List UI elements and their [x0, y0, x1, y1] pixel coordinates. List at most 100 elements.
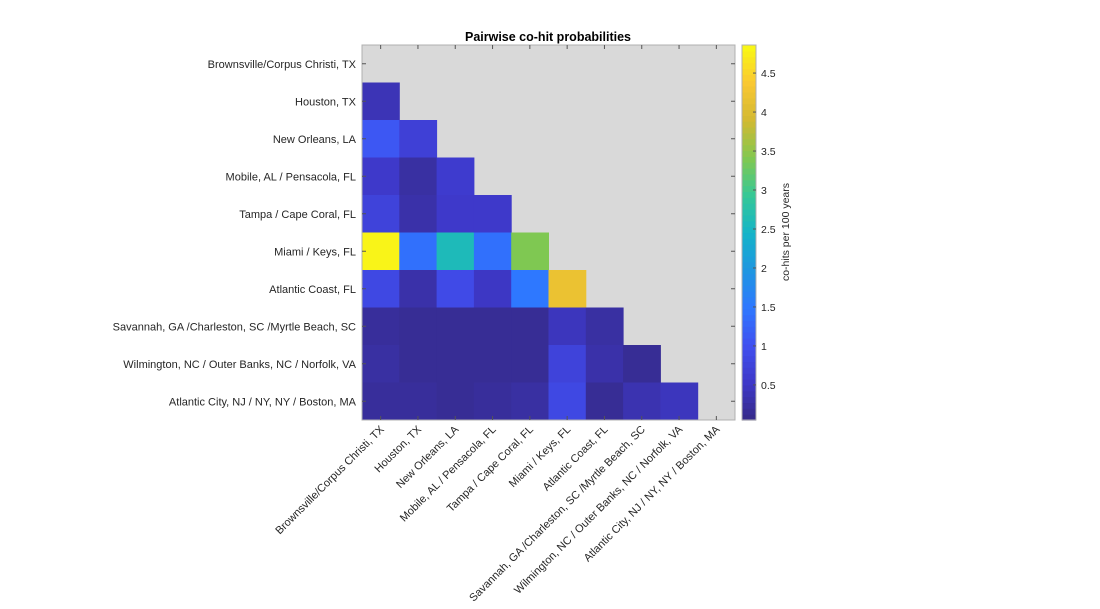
- colorbar-segment: [742, 390, 756, 398]
- heatmap-cell: [548, 270, 587, 308]
- colorbar-segment: [742, 173, 756, 181]
- heatmap-cell: [362, 270, 400, 308]
- colorbar-segment: [742, 121, 756, 128]
- colorbar-segment: [742, 127, 756, 134]
- heatmap-cell: [548, 382, 587, 421]
- colorbar-segment: [742, 261, 756, 269]
- colorbar-segment: [742, 50, 756, 58]
- heatmap-cell: [436, 307, 475, 346]
- chart-title: Pairwise co-hit probabilities: [465, 30, 631, 44]
- colorbar-segment: [742, 384, 756, 392]
- x-tick-label: Savannah, GA /Charleston, SC /Myrtle Bea…: [467, 424, 648, 605]
- y-tick-label: New Orleans, LA: [273, 134, 357, 146]
- colorbar-segment: [742, 238, 756, 245]
- heatmap-cell: [473, 345, 512, 383]
- x-tick-label: Atlantic City, NJ / NY, NY / Boston, MA: [582, 423, 723, 564]
- colorbar-segment: [742, 255, 756, 263]
- colorbar-tick-label: 2: [761, 263, 767, 275]
- heatmap-cell: [362, 345, 400, 383]
- colorbar-segment: [742, 361, 756, 368]
- colorbar-segment: [742, 285, 756, 292]
- colorbar-segment: [742, 244, 756, 251]
- colorbar-segment: [742, 214, 756, 222]
- heatmap-cell: [473, 232, 512, 271]
- heatmap-cell: [473, 270, 512, 308]
- axes-box: [361, 44, 736, 421]
- colorbar-segment: [742, 68, 756, 75]
- colorbar-segment: [742, 109, 756, 116]
- x-tick-label: Atlantic Coast, FL: [541, 424, 611, 494]
- heatmap-cell: [436, 345, 475, 383]
- heatmap-cell: [399, 157, 438, 196]
- colorbar-segment: [742, 74, 756, 81]
- colorbar-segment: [742, 209, 756, 216]
- colorbar-tick-label: 3.5: [761, 146, 776, 158]
- y-tick-label: Atlantic City, NJ / NY, NY / Boston, MA: [169, 396, 357, 408]
- colorbar-segment: [742, 250, 756, 257]
- heatmap-cell: [399, 382, 438, 421]
- heatmap-cell: [399, 345, 438, 383]
- colorbar-tick-label: 4.5: [761, 68, 776, 80]
- heatmap-cell: [399, 120, 438, 158]
- colorbar-segment: [742, 179, 756, 187]
- x-tick-label: New Orleans, LA: [394, 423, 462, 491]
- colorbar-segment: [742, 103, 756, 111]
- heatmap-cell: [511, 232, 549, 271]
- heatmap-cell: [585, 307, 624, 346]
- heatmap-cell: [473, 307, 512, 346]
- y-tick-label: Houston, TX: [295, 96, 357, 108]
- colorbar-segment: [742, 197, 756, 204]
- colorbar-segment: [742, 408, 756, 415]
- y-tick-label: Brownsville/Corpus Christi, TX: [208, 59, 357, 71]
- colorbar-segment: [742, 337, 756, 345]
- heatmap-cell: [436, 270, 475, 308]
- heatmap-cell: [399, 232, 438, 271]
- heatmap-cell: [585, 382, 624, 421]
- heatmap-cell: [548, 307, 587, 346]
- heatmap-cell: [623, 345, 661, 383]
- colorbar-segment: [742, 296, 756, 304]
- colorbar-segment: [742, 308, 756, 316]
- colorbar-segment: [742, 144, 756, 152]
- colorbar-segment: [742, 378, 756, 386]
- colorbar-segment: [742, 132, 756, 140]
- colorbar-segment: [742, 45, 756, 52]
- x-tick-label: Brownsville/Corpus Christi, TX: [273, 423, 387, 537]
- colorbar-tick-label: 1: [761, 341, 767, 353]
- colorbar-segment: [742, 279, 756, 286]
- heatmap-cell: [436, 232, 475, 271]
- colorbar-tick-label: 4: [761, 107, 767, 119]
- colorbar-frame: [741, 44, 757, 421]
- colorbar-segment: [742, 414, 756, 421]
- heatmap-cell: [362, 157, 400, 196]
- heatmap-cell: [399, 307, 438, 346]
- colorbar-label: co-hits per 100 years: [780, 183, 792, 281]
- heatmap-cell: [362, 232, 400, 271]
- colorbar-segment: [742, 185, 756, 193]
- y-tick-label: Atlantic Coast, FL: [269, 284, 356, 296]
- colorbar-segment: [742, 162, 756, 169]
- colorbar-segment: [742, 326, 756, 333]
- colorbar-segment: [742, 156, 756, 163]
- heatmap-cell: [362, 195, 400, 233]
- heatmap-cell: [362, 82, 400, 121]
- heatmap-cell: [660, 382, 699, 421]
- colorbar-tick-label: 2.5: [761, 224, 776, 236]
- colorbar-segment: [742, 349, 756, 357]
- colorbar-segment: [742, 191, 756, 198]
- colorbar-segment: [742, 150, 756, 157]
- heatmap-cell: [436, 382, 475, 421]
- colorbar-segment: [742, 91, 756, 99]
- colorbar-segment: [742, 115, 756, 122]
- colorbar-segment: [742, 373, 756, 380]
- colorbar-tick-label: 1.5: [761, 302, 776, 314]
- y-tick-label: Mobile, AL / Pensacola, FL: [226, 171, 356, 183]
- heatmap-cell: [399, 270, 438, 308]
- y-tick-label: Miami / Keys, FL: [274, 246, 356, 258]
- colorbar-segment: [742, 203, 756, 210]
- heatmap-cell: [362, 382, 400, 421]
- colorbar-segment: [742, 291, 756, 298]
- colorbar-segment: [742, 320, 756, 327]
- heatmap-cell: [511, 307, 549, 346]
